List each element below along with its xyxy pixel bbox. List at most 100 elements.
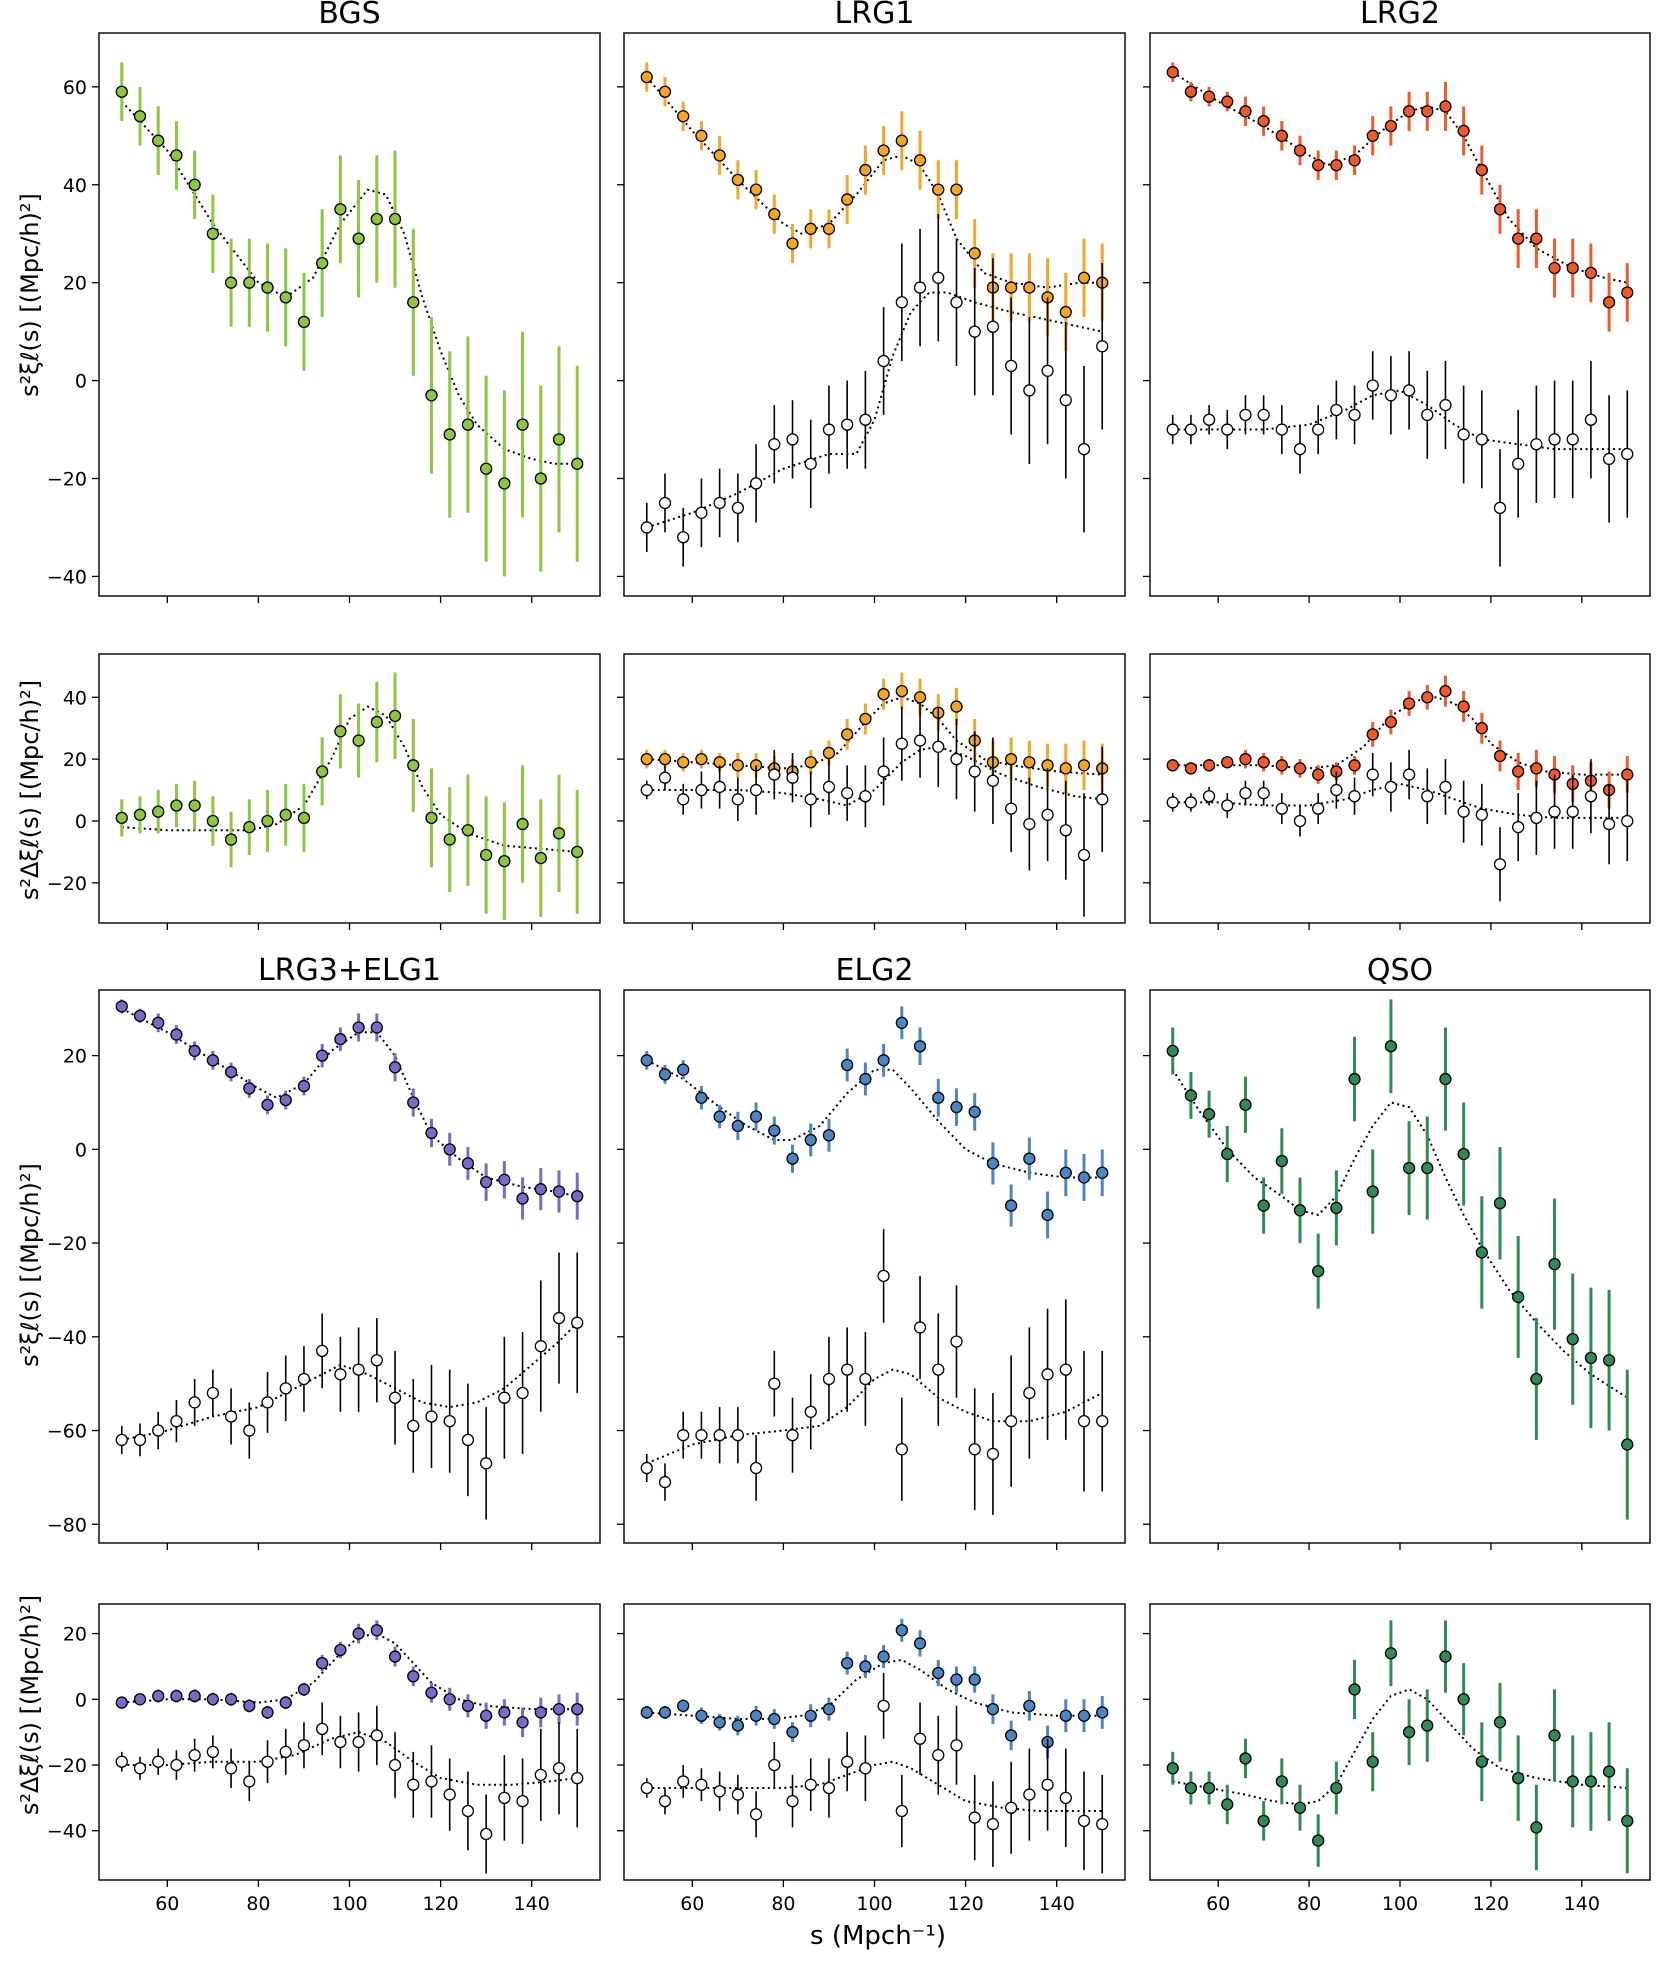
data-point-monopole xyxy=(1457,1693,1470,1706)
data-point-quadrupole xyxy=(1023,384,1036,397)
data-point-quadrupole xyxy=(804,793,817,806)
data-point-monopole xyxy=(407,759,420,772)
data-point-quadrupole xyxy=(1312,802,1325,815)
y-tick-label: −20 xyxy=(47,873,87,895)
data-point-quadrupole xyxy=(768,768,781,781)
data-point-quadrupole xyxy=(1077,1415,1091,1428)
data-point-monopole xyxy=(859,1072,872,1086)
data-point-quadrupole xyxy=(841,418,854,431)
data-point-quadrupole xyxy=(895,737,908,750)
panel-qso-dxi: 60 80 100 120 140 xyxy=(1143,1603,1651,1915)
data-point-quadrupole xyxy=(932,271,945,284)
data-point-quadrupole xyxy=(1366,768,1379,781)
data-point-monopole xyxy=(1512,765,1525,778)
data-point-quadrupole xyxy=(206,1745,220,1759)
data-point-monopole xyxy=(1023,1152,1036,1165)
model-curve-monopole xyxy=(646,76,1103,289)
data-point-monopole xyxy=(1059,305,1072,319)
data-point-quadrupole xyxy=(713,496,726,510)
data-point-quadrupole xyxy=(822,423,836,436)
data-point-quadrupole xyxy=(1023,817,1036,831)
model-curve-monopole xyxy=(121,100,578,465)
data-point-monopole xyxy=(968,1673,981,1686)
y-tick-label: −80 xyxy=(47,1514,87,1536)
panel-title: BGS xyxy=(318,0,380,31)
data-point-monopole xyxy=(1493,1197,1507,1210)
model-curve-quadrupole xyxy=(646,745,1103,807)
y-tick-label: 40 xyxy=(63,687,87,709)
data-point-quadrupole xyxy=(370,1354,383,1367)
data-point-quadrupole xyxy=(498,1391,511,1404)
data-point-quadrupole xyxy=(1275,423,1288,436)
data-point-monopole xyxy=(877,688,890,701)
panel-lrg3-elg1-dxi: −40 −20 0 20 60 80 100 120 140 xyxy=(47,1603,601,1915)
panel-frame xyxy=(623,989,1126,1544)
data-point-quadrupole xyxy=(749,477,763,490)
data-point-monopole xyxy=(388,1650,402,1663)
data-point-monopole xyxy=(1421,1161,1434,1175)
data-point-monopole xyxy=(206,1054,220,1067)
data-point-monopole xyxy=(1184,762,1198,775)
data-point-quadrupole xyxy=(224,1762,238,1775)
model-curve-monopole xyxy=(121,1632,578,1711)
data-point-quadrupole xyxy=(1602,817,1616,831)
data-point-quadrupole xyxy=(1059,824,1072,837)
data-point-quadrupole xyxy=(1584,790,1598,803)
data-point-monopole xyxy=(1275,759,1288,772)
x-tick-label: 80 xyxy=(246,1893,270,1915)
data-point-quadrupole xyxy=(1312,423,1325,436)
panel-elg2-dxi: 60 80 100 120 140 xyxy=(617,1603,1126,1915)
data-point-quadrupole xyxy=(950,1335,963,1348)
data-point-monopole xyxy=(334,725,347,738)
x-tick-label: 100 xyxy=(331,1893,367,1915)
data-point-quadrupole xyxy=(479,1827,493,1841)
data-point-quadrupole xyxy=(786,1429,799,1442)
data-point-quadrupole xyxy=(534,1340,547,1353)
data-point-monopole xyxy=(1257,756,1270,769)
data-point-monopole xyxy=(1221,95,1234,108)
data-point-monopole xyxy=(352,1627,365,1640)
data-point-monopole xyxy=(895,1016,908,1029)
data-point-quadrupole xyxy=(1221,799,1234,812)
data-point-monopole xyxy=(658,1068,672,1081)
data-point-monopole xyxy=(206,1693,220,1706)
data-point-quadrupole xyxy=(188,1396,201,1409)
data-point-quadrupole xyxy=(1330,403,1343,417)
data-point-monopole xyxy=(115,85,128,98)
data-point-quadrupole xyxy=(1239,786,1252,800)
data-point-monopole xyxy=(640,1054,653,1067)
data-point-monopole xyxy=(133,110,147,123)
data-point-monopole xyxy=(352,232,365,245)
data-point-monopole xyxy=(950,1101,963,1114)
data-point-monopole xyxy=(749,183,763,196)
plot-area xyxy=(115,999,584,1520)
data-point-quadrupole xyxy=(1184,796,1198,809)
y-tick-label: 60 xyxy=(63,77,87,99)
plot-area xyxy=(1166,675,1634,902)
data-point-quadrupole xyxy=(352,1363,365,1376)
data-point-monopole xyxy=(950,1673,963,1686)
data-point-quadrupole xyxy=(352,1735,365,1749)
panel-lrg1-dxi xyxy=(617,653,1126,930)
data-point-monopole xyxy=(206,814,220,828)
data-point-quadrupole xyxy=(552,1762,566,1775)
data-point-monopole xyxy=(1439,684,1452,698)
plot-area xyxy=(1166,999,1634,1520)
data-point-monopole xyxy=(1023,1699,1036,1713)
data-point-monopole xyxy=(677,756,690,769)
data-point-quadrupole xyxy=(695,506,708,519)
data-point-quadrupole xyxy=(1293,442,1307,456)
panel-title: LRG3+ELG1 xyxy=(258,953,441,988)
data-point-monopole xyxy=(279,808,292,821)
data-point-quadrupole xyxy=(913,1321,927,1334)
data-point-monopole xyxy=(115,811,128,825)
data-point-quadrupole xyxy=(443,1788,456,1801)
data-point-quadrupole xyxy=(1023,1788,1036,1801)
y-tick-label: 20 xyxy=(63,749,87,771)
data-point-quadrupole xyxy=(188,1748,201,1762)
data-point-quadrupole xyxy=(968,1811,981,1824)
data-point-quadrupole xyxy=(731,501,745,515)
data-point-quadrupole xyxy=(913,734,927,747)
data-point-monopole xyxy=(1493,749,1507,763)
data-point-monopole xyxy=(1330,1781,1343,1795)
